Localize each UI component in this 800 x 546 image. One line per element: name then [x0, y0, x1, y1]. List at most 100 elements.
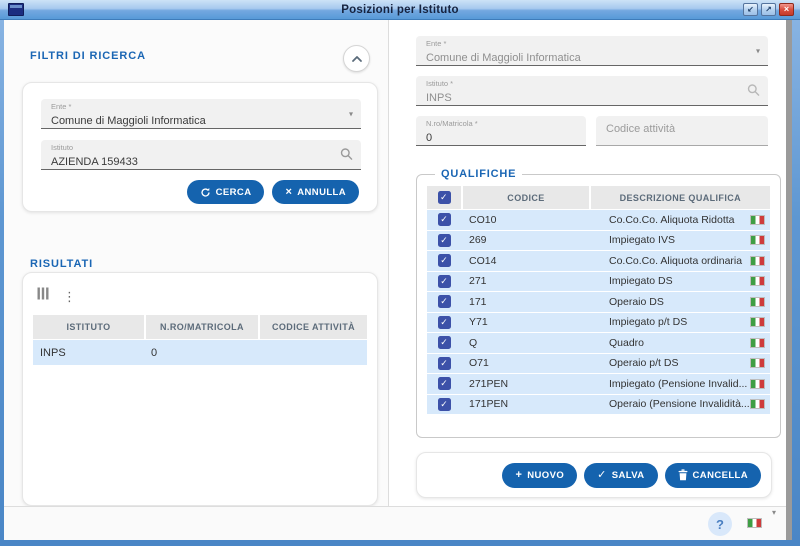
language-flag-italy-icon[interactable] — [747, 518, 762, 528]
select-all-checkbox[interactable]: ✓ — [437, 191, 451, 204]
qualifica-codice: Y71 — [469, 316, 488, 329]
italian-flag-icon — [749, 255, 765, 266]
column-header[interactable]: DESCRIZIONE QUALIFICA — [591, 186, 770, 209]
codice-attivita-input[interactable] — [596, 116, 768, 146]
grid-toolbar: ⋮ — [33, 283, 367, 315]
salva-button[interactable]: ✓ SALVA — [584, 462, 658, 488]
maximize-button[interactable]: ↗ — [761, 3, 776, 16]
caret-down-icon[interactable]: ▾ — [771, 508, 776, 517]
istituto-label: Istituto — [51, 143, 74, 152]
qualifica-descrizione: Co.Co.Co. Aliquota Ridotta — [609, 213, 735, 226]
window-content: FILTRI DI RICERCA Ente * Comune di Maggi… — [4, 20, 786, 540]
minimize-button[interactable]: ↙ — [743, 3, 758, 16]
qualifiche-fieldset: QUALIFICHE ✓ CODICE DESCRIZIONE QUALIFIC… — [416, 168, 781, 438]
qualifica-checkbox[interactable]: ✓ — [437, 213, 451, 227]
result-row[interactable]: INPS 0 — [33, 340, 367, 365]
qualifica-row[interactable]: ✓ Q Quadro — [427, 333, 770, 353]
qualifica-checkbox[interactable]: ✓ — [437, 397, 451, 411]
filters-card: Ente * Comune di Maggioli Informatica ▾ … — [22, 82, 378, 212]
cancella-button[interactable]: CANCELLA — [664, 462, 761, 488]
qualifica-codice: Q — [469, 336, 478, 349]
cerca-label: CERCA — [215, 186, 252, 198]
qualifica-checkbox[interactable]: ✓ — [437, 377, 451, 391]
italian-flag-icon — [749, 276, 765, 287]
actions-card: + NUOVO ✓ SALVA CANCELLA — [416, 452, 772, 498]
qualifica-descrizione: Operaio p/t DS — [609, 357, 679, 370]
qualifica-descrizione: Operaio DS — [609, 295, 664, 308]
results-table-body: INPS 0 — [33, 340, 367, 365]
italian-flag-icon — [749, 358, 765, 369]
detail-istituto-value: INPS — [426, 92, 452, 104]
matricola-input[interactable]: N.ro/Matricola * 0 — [416, 116, 586, 146]
qualifica-descrizione: Impiegato DS — [609, 275, 673, 288]
qualifica-row[interactable]: ✓ 171PEN Operaio (Pensione Invalidità... — [427, 394, 770, 414]
titlebar: Posizioni per Istituto ↙ ↗ × — [0, 0, 800, 20]
check-icon: ✓ — [597, 468, 607, 481]
column-header[interactable]: ISTITUTO — [33, 315, 144, 339]
qualifica-descrizione: Impiegato (Pensione Invalid... — [609, 377, 748, 390]
result-cell: 0 — [151, 346, 158, 359]
close-button[interactable]: × — [779, 3, 794, 16]
qualifica-descrizione: Quadro — [609, 336, 645, 349]
qualifica-codice: 269 — [469, 234, 487, 247]
qualifiche-table-header: ✓ CODICE DESCRIZIONE QUALIFICA — [427, 186, 770, 209]
annulla-button[interactable]: × ANNULLA — [272, 180, 359, 204]
window-title: Posizioni per Istituto — [341, 3, 459, 16]
column-header[interactable]: CODICE ATTIVITÀ — [260, 315, 367, 339]
qualifica-checkbox[interactable]: ✓ — [437, 254, 451, 268]
italian-flag-icon — [749, 214, 765, 225]
detail-istituto-input[interactable]: Istituto * INPS — [416, 76, 768, 106]
codice-attivita-field[interactable] — [606, 123, 742, 135]
italian-flag-icon — [749, 337, 765, 348]
qualifica-checkbox[interactable]: ✓ — [437, 356, 451, 370]
qualifica-checkbox[interactable]: ✓ — [437, 274, 451, 288]
nuovo-button[interactable]: + NUOVO — [502, 462, 578, 488]
istituto-input[interactable]: Istituto AZIENDA 159433 — [41, 140, 361, 170]
italian-flag-icon — [749, 235, 765, 246]
columns-icon[interactable] — [37, 287, 49, 305]
search-icon[interactable] — [747, 83, 760, 98]
vertical-scrollbar[interactable] — [786, 20, 792, 540]
italian-flag-icon — [749, 399, 765, 410]
help-button[interactable]: ? — [708, 512, 732, 536]
matricola-value: 0 — [426, 132, 433, 144]
x-icon: × — [285, 185, 293, 198]
qualifica-row[interactable]: ✓ CO14 Co.Co.Co. Aliquota ordinaria — [427, 251, 770, 271]
qualifica-codice: CO10 — [469, 213, 497, 226]
search-icon[interactable] — [340, 147, 353, 162]
kebab-menu-icon[interactable]: ⋮ — [63, 288, 76, 304]
result-cell: INPS — [40, 346, 66, 359]
column-header[interactable]: N.RO/MATRICOLA — [146, 315, 258, 339]
results-card: ⋮ ISTITUTO N.RO/MATRICOLA CODICE ATTIVIT… — [22, 272, 378, 506]
qualifica-row[interactable]: ✓ 171 Operaio DS — [427, 292, 770, 312]
qualifica-row[interactable]: ✓ O71 Operaio p/t DS — [427, 353, 770, 373]
italian-flag-icon — [749, 317, 765, 328]
qualifica-row[interactable]: ✓ Y71 Impiegato p/t DS — [427, 312, 770, 332]
italian-flag-icon — [749, 378, 765, 389]
qualifica-descrizione: Impiegato IVS — [609, 234, 675, 247]
qualifica-checkbox[interactable]: ✓ — [437, 295, 451, 309]
istituto-value: AZIENDA 159433 — [51, 156, 138, 168]
ente-value: Comune di Maggioli Informatica — [51, 115, 206, 127]
column-header[interactable]: CODICE — [463, 186, 589, 209]
qualifica-checkbox[interactable]: ✓ — [437, 315, 451, 329]
qualifica-row[interactable]: ✓ 271 Impiegato DS — [427, 271, 770, 291]
qualifica-checkbox[interactable]: ✓ — [437, 233, 451, 247]
qualifica-descrizione: Operaio (Pensione Invalidità... — [609, 398, 750, 411]
cerca-button[interactable]: CERCA — [186, 180, 265, 204]
result-cell — [256, 340, 367, 365]
detail-ente-select[interactable]: Ente * Comune di Maggioli Informatica ▾ — [416, 36, 768, 66]
collapse-filters-button[interactable] — [343, 45, 370, 72]
chevron-down-icon: ▾ — [348, 109, 353, 118]
filters-section-title: FILTRI DI RICERCA — [30, 50, 146, 62]
nuovo-label: NUOVO — [527, 469, 565, 481]
ente-select[interactable]: Ente * Comune di Maggioli Informatica ▾ — [41, 99, 361, 129]
qualifica-row[interactable]: ✓ 269 Impiegato IVS — [427, 230, 770, 250]
qualifica-row[interactable]: ✓ CO10 Co.Co.Co. Aliquota Ridotta — [427, 210, 770, 230]
qualifica-checkbox[interactable]: ✓ — [437, 336, 451, 350]
qualifica-codice: O71 — [469, 357, 489, 370]
qualifica-descrizione: Co.Co.Co. Aliquota ordinaria — [609, 254, 743, 267]
qualifica-row[interactable]: ✓ 271PEN Impiegato (Pensione Invalid... — [427, 374, 770, 394]
detail-ente-value: Comune di Maggioli Informatica — [426, 52, 581, 64]
